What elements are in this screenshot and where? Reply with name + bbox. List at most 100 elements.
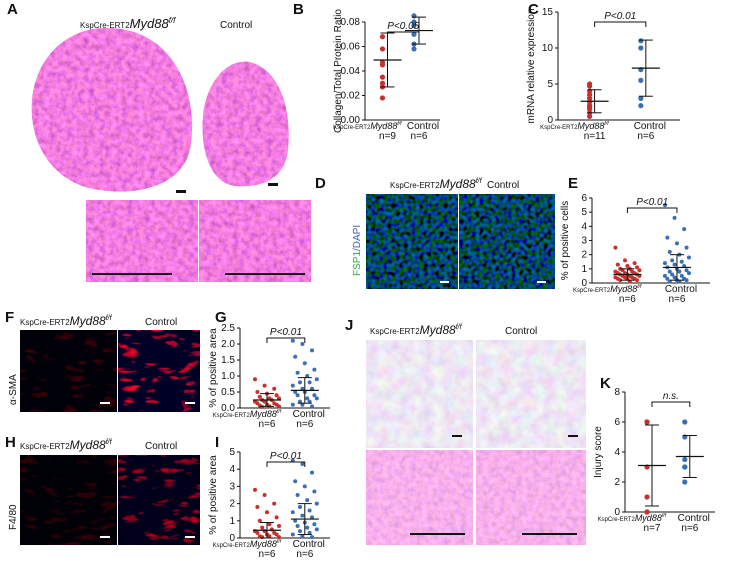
n-label: n=7	[644, 523, 661, 534]
data-point	[312, 522, 317, 527]
y-tick-label: 2	[229, 499, 235, 510]
data-point	[305, 396, 310, 401]
scale-bar	[537, 281, 546, 283]
category-label: Control	[293, 409, 325, 420]
panel-letter: E	[568, 175, 578, 192]
y-tick-label: 5	[229, 447, 235, 458]
data-point	[305, 374, 310, 378]
histology-image	[86, 200, 198, 282]
data-point	[277, 404, 281, 409]
n-label: n=6	[681, 523, 698, 534]
category-label: Control	[665, 284, 697, 295]
y-tick-label: 4	[614, 447, 620, 458]
panel-letter: F	[5, 309, 14, 326]
sig-bracket	[594, 21, 647, 27]
data-point	[290, 383, 295, 388]
y-axis-label: % of positive cells	[560, 201, 571, 280]
category-prefix: KspCre-ERT2	[213, 413, 251, 419]
control-label: Control	[487, 180, 519, 191]
histology-image	[199, 200, 311, 282]
data-point	[293, 354, 298, 359]
data-point	[312, 393, 317, 398]
data-point	[644, 419, 650, 425]
he-image	[366, 340, 473, 448]
data-point	[300, 513, 305, 518]
data-point	[298, 399, 302, 404]
data-point	[314, 377, 319, 382]
data-point	[310, 348, 314, 353]
data-point	[684, 268, 689, 273]
data-point	[300, 534, 305, 539]
data-point	[290, 510, 295, 515]
n-label: n=6	[296, 549, 313, 560]
category-gene: Myd88	[610, 284, 637, 294]
y-tick-label: 2	[614, 477, 620, 488]
n-label: n=6	[668, 294, 685, 305]
data-point	[379, 46, 386, 52]
data-point	[300, 342, 305, 346]
data-point	[310, 515, 314, 520]
category-label: Control	[407, 121, 439, 132]
data-point	[686, 271, 691, 276]
category-label: Control	[634, 121, 666, 132]
fluor-image	[459, 194, 555, 289]
data-point	[300, 462, 305, 467]
data-point	[314, 396, 319, 401]
data-point	[667, 269, 672, 274]
n-label: n=6	[296, 419, 313, 430]
data-point	[293, 518, 298, 523]
y-tick-label: 1	[229, 516, 235, 527]
y-tick-label: 0.02	[341, 91, 361, 102]
panel-letter: G	[215, 309, 227, 326]
y-tick-label: 10	[542, 43, 554, 54]
category-allele: f/f	[397, 121, 402, 127]
data-point	[312, 489, 317, 494]
he-image	[476, 340, 586, 448]
data-point	[290, 338, 295, 343]
n-label: n=6	[259, 419, 276, 430]
data-point	[670, 272, 675, 277]
y-axis-label: mRNA relative expression	[526, 8, 537, 123]
category-label: KspCre-ERT2Myd88f/f	[333, 121, 402, 131]
y-tick-label: 2.0	[221, 339, 235, 350]
data-point	[298, 529, 302, 534]
data-point	[257, 518, 262, 523]
category-prefix: KspCre-ERT2	[573, 288, 611, 294]
category-gene: Myd88	[250, 539, 277, 549]
data-point	[587, 106, 593, 112]
category-gene: Myd88	[370, 121, 397, 131]
data-point	[255, 505, 260, 510]
data-point	[644, 509, 650, 515]
data-point	[290, 402, 295, 407]
y-axis-label: % of positive area	[208, 455, 219, 535]
data-point	[298, 505, 302, 510]
data-point	[587, 113, 593, 119]
n-label: n=6	[259, 549, 276, 560]
category-gene: Myd88	[635, 513, 662, 523]
y-tick-label: 1.0	[221, 371, 235, 382]
y-tick-label: 0	[581, 278, 587, 289]
data-point	[257, 394, 262, 399]
data-point	[662, 203, 667, 208]
control-label: Control	[220, 20, 252, 31]
data-point	[302, 361, 307, 366]
category-label: KspCre-ERT2Myd88f/f	[213, 539, 282, 549]
data-point	[411, 23, 417, 29]
data-point	[638, 77, 644, 83]
y-tick-label: 5	[581, 207, 587, 218]
data-point	[274, 515, 279, 520]
data-point	[670, 258, 675, 263]
data-point	[618, 278, 623, 283]
data-point	[302, 484, 307, 489]
category-gene: Myd88	[250, 409, 277, 419]
data-point	[638, 45, 644, 51]
data-point	[305, 525, 310, 530]
fluor-image	[20, 330, 117, 412]
sig-label: P<0.01	[270, 451, 302, 462]
y-tick-label: 0.08	[341, 17, 361, 28]
n-label: n=9	[379, 131, 396, 142]
panel-letter: C	[528, 1, 539, 18]
data-point	[295, 370, 300, 375]
